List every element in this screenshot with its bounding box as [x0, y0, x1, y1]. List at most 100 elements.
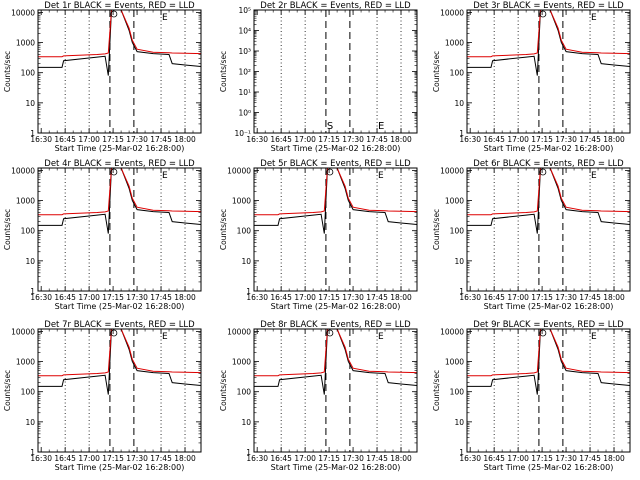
x-tick-label: 17:30	[555, 135, 577, 144]
y-tick-label: 10	[241, 418, 251, 427]
x-tick-label: 18:00	[390, 135, 412, 144]
y-axis-title: Counts/sec	[432, 51, 441, 92]
panel-title: Det 7r BLACK = Events, RED = LLD	[44, 320, 195, 330]
y-tick-label: 100	[450, 227, 465, 236]
x-tick-label: 17:45	[366, 454, 388, 463]
start-marker	[110, 10, 118, 18]
plot-frame	[37, 9, 202, 134]
y-axis-title: Counts/sec	[3, 51, 12, 92]
end-marker-label: E	[378, 332, 384, 342]
x-tick-label: 17:15	[531, 135, 553, 144]
x-tick-label: 18:00	[174, 293, 196, 302]
x-tick-label: 17:00	[507, 293, 529, 302]
x-axis-title: Start Time (25-Mar-02 16:28:00)	[484, 463, 614, 472]
y-tick-label: 100	[21, 388, 36, 397]
x-tick-label: 16:30	[30, 293, 52, 302]
y-tick-label: 10000	[11, 8, 35, 17]
x-tick-label: 17:15	[102, 135, 124, 144]
y-tick-label: 1000	[16, 197, 35, 206]
y-axis-title: Counts/sec	[432, 209, 441, 250]
end-marker-label: E	[378, 121, 384, 132]
x-tick-label: 18:00	[174, 454, 196, 463]
end-marker-label: E	[162, 332, 168, 342]
y-axis-title: Counts/sec	[219, 51, 228, 92]
y-axis-title: Counts/sec	[219, 370, 228, 411]
x-axis-title: Start Time (25-Mar-02 16:28:00)	[55, 463, 185, 472]
x-tick-label: 17:30	[555, 293, 577, 302]
y-tick-label: 10	[454, 418, 464, 427]
series-area	[254, 329, 417, 395]
y-tick-label: 10⁵	[238, 6, 251, 15]
panel-title: Det 1r BLACK = Events, RED = LLD	[44, 1, 195, 11]
end-marker-label: E	[162, 171, 168, 181]
y-tick-label: 1000	[16, 39, 35, 48]
x-tick-label: 16:30	[30, 135, 52, 144]
lld-series-line	[467, 329, 630, 377]
events-series-line	[254, 329, 417, 395]
x-tick-label: 16:45	[483, 135, 505, 144]
end-marker-label: E	[162, 13, 168, 23]
panel-det-3: Det 3r BLACK = Events, RED = LLD E 1 10 100 1…	[432, 1, 631, 153]
plot-frame	[37, 328, 202, 453]
panel-title: Det 9r BLACK = Events, RED = LLD	[473, 320, 624, 330]
panel-title: Det 6r BLACK = Events, RED = LLD	[473, 159, 624, 169]
panel-det-6: Det 6r BLACK = Events, RED = LLD E 1 10 100 1…	[432, 159, 631, 311]
plot-frame	[253, 9, 418, 134]
x-tick-label: 17:30	[126, 293, 148, 302]
x-tick-label: 16:30	[246, 454, 268, 463]
panel-title: Det 4r BLACK = Events, RED = LLD	[44, 159, 195, 169]
x-axis-title: Start Time (25-Mar-02 16:28:00)	[271, 463, 401, 472]
x-tick-label: 17:00	[294, 135, 316, 144]
lld-series-line	[467, 10, 630, 58]
y-tick-label: 10	[25, 257, 35, 266]
y-tick-label: 10	[25, 418, 35, 427]
x-axis-title: Start Time (25-Mar-02 16:28:00)	[271, 144, 401, 153]
x-tick-label: 16:45	[483, 454, 505, 463]
x-tick-label: 17:15	[102, 293, 124, 302]
y-tick-label: 10¹	[238, 88, 251, 97]
x-tick-label: 17:45	[579, 135, 601, 144]
series-area	[38, 329, 201, 395]
x-tick-label: 17:00	[507, 135, 529, 144]
y-tick-label: 10	[25, 99, 35, 108]
start-marker	[539, 329, 547, 337]
x-tick-label: 17:15	[318, 293, 340, 302]
x-tick-label: 17:15	[531, 293, 553, 302]
x-tick-label: 16:30	[246, 135, 268, 144]
y-axis-title: Counts/sec	[432, 370, 441, 411]
x-tick-label: 17:15	[318, 454, 340, 463]
panel-det-8: Det 8r BLACK = Events, RED = LLD E 1 10 100 1…	[219, 320, 418, 472]
events-series-line	[467, 10, 630, 76]
x-tick-label: 16:45	[483, 293, 505, 302]
y-tick-label: 100	[21, 227, 36, 236]
series-area	[38, 10, 201, 76]
plot-frame	[253, 328, 418, 453]
x-tick-label: 16:30	[459, 135, 481, 144]
x-tick-label: 18:00	[603, 454, 625, 463]
x-tick-label: 17:30	[342, 135, 364, 144]
y-tick-label: 10³	[238, 47, 251, 56]
y-tick-label: 100	[237, 388, 252, 397]
x-tick-label: 18:00	[390, 293, 412, 302]
x-tick-label: 18:00	[174, 135, 196, 144]
y-axis-title: Counts/sec	[3, 209, 12, 250]
lld-series-line	[254, 168, 417, 216]
y-tick-label: 1000	[445, 358, 464, 367]
x-tick-label: 16:30	[30, 454, 52, 463]
y-axis-title: Counts/sec	[3, 370, 12, 411]
x-tick-label: 17:45	[366, 293, 388, 302]
y-tick-label: 1000	[445, 197, 464, 206]
x-axis-title: Start Time (25-Mar-02 16:28:00)	[484, 302, 614, 311]
panel-det-4: Det 4r BLACK = Events, RED = LLD E 1 10 100 1…	[3, 159, 202, 311]
y-tick-label: 10	[454, 99, 464, 108]
x-axis-title: Start Time (25-Mar-02 16:28:00)	[55, 302, 185, 311]
x-tick-label: 17:30	[342, 293, 364, 302]
x-axis-title: Start Time (25-Mar-02 16:28:00)	[271, 302, 401, 311]
x-tick-label: 18:00	[390, 454, 412, 463]
y-tick-label: 10⁰	[238, 109, 251, 118]
x-tick-label: 16:45	[54, 293, 76, 302]
x-tick-label: 17:45	[150, 135, 172, 144]
y-tick-label: 10000	[440, 327, 464, 336]
x-tick-label: 17:45	[150, 454, 172, 463]
